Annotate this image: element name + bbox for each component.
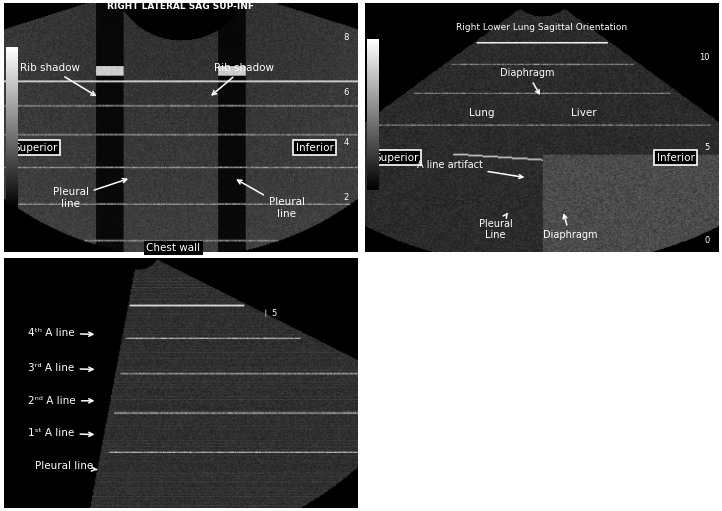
Text: Liver: Liver [571,108,597,118]
Text: Chest wall: Chest wall [147,243,201,253]
Text: 10: 10 [699,53,710,62]
Text: Pleural
line: Pleural line [53,178,127,208]
Text: A: A [11,10,22,25]
Text: 3ʳᵈ A line: 3ʳᵈ A line [28,363,93,373]
Text: Right Lower Lung Sagittal Orientation: Right Lower Lung Sagittal Orientation [456,23,627,32]
Text: Pleural
line: Pleural line [238,180,305,219]
Text: 4ᵗʰ A line: 4ᵗʰ A line [28,328,93,338]
Text: 0: 0 [704,236,710,245]
Text: 6: 6 [343,88,349,97]
Text: A line artifact: A line artifact [417,160,523,178]
Text: Inferior: Inferior [296,143,334,153]
Text: Diaphragm: Diaphragm [500,67,554,94]
Text: Rib shadow: Rib shadow [19,63,95,96]
Text: Inferior: Inferior [657,153,695,163]
Text: Superior: Superior [374,153,419,163]
Text: Diaphragm: Diaphragm [542,215,597,241]
Text: 5: 5 [704,143,710,152]
Text: RIGHT LATERAL SAG SUP-INF: RIGHT LATERAL SAG SUP-INF [107,3,254,11]
Text: Rib shadow: Rib shadow [212,63,274,95]
Text: 10: 10 [365,378,375,387]
Text: 1ˢᵗ A line: 1ˢᵗ A line [28,428,93,438]
Text: Lung: Lung [469,108,494,118]
Text: B: B [372,10,383,25]
Text: Superior: Superior [13,143,58,153]
Text: 2: 2 [343,193,349,202]
Text: 2ⁿᵈ A line: 2ⁿᵈ A line [28,396,93,406]
Text: 4: 4 [343,138,349,147]
Text: Pleural
Line: Pleural Line [479,214,513,241]
Text: Pleural line: Pleural line [35,461,97,471]
Text: C: C [11,266,22,281]
Text: 8: 8 [343,33,349,42]
Text: 5: 5 [271,309,277,317]
